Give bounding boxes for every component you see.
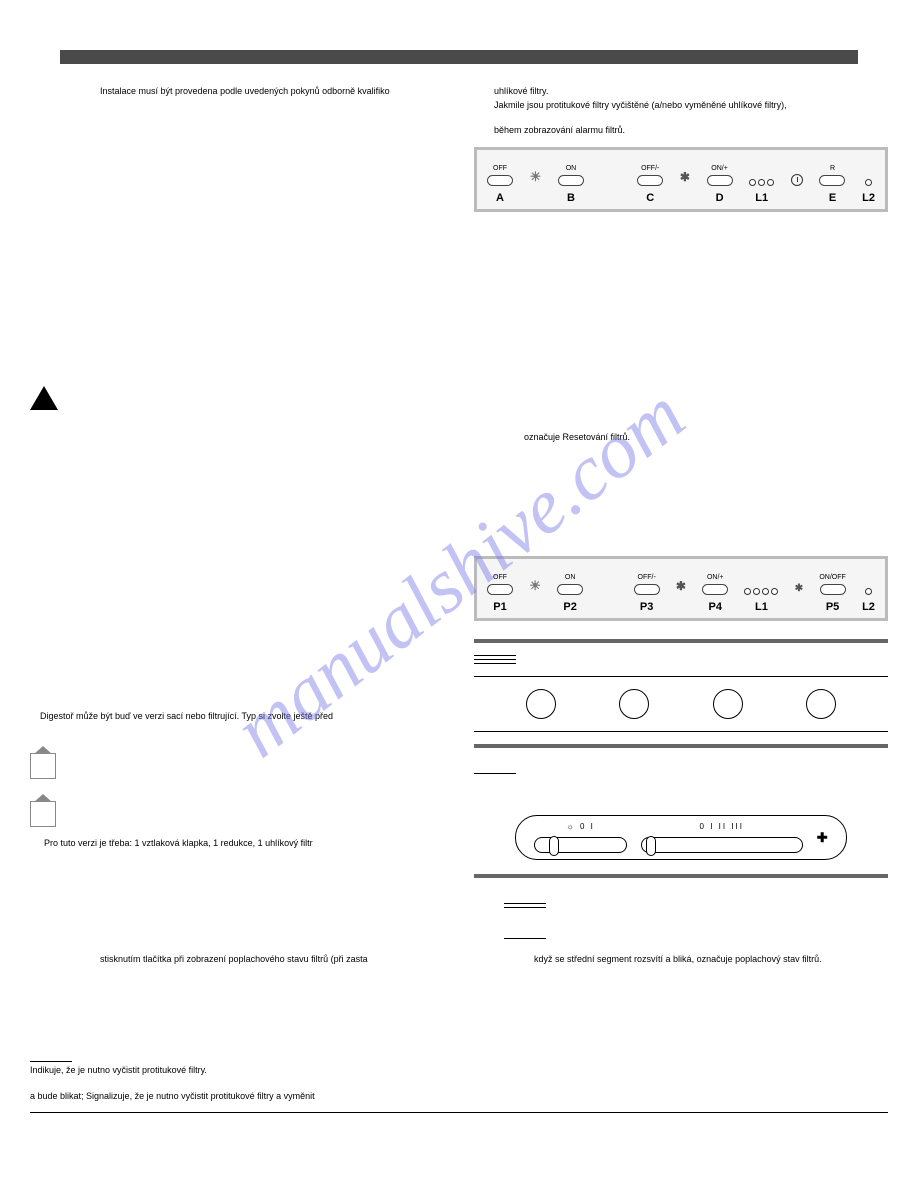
fan-icon: ✱ — [680, 170, 690, 186]
slider-right-label: 0 I II III — [641, 822, 803, 832]
text-needs: Pro tuto verzi je třeba: 1 vztlaková kla… — [30, 838, 444, 850]
button-a[interactable] — [487, 175, 513, 186]
panel1-l2: L2 — [862, 168, 875, 205]
led-l1 — [744, 588, 778, 595]
slider-left-label: ☼ 0 I — [534, 822, 626, 832]
intensive-icon: ✱ — [795, 582, 803, 595]
timer-icon — [791, 174, 803, 186]
control-panel-1: OFF A ☀ ON B — [474, 147, 888, 212]
house-icon-2 — [30, 801, 56, 827]
header-bar — [60, 50, 858, 64]
panel1-r: R E — [819, 164, 845, 205]
boost-icon: ✚ — [817, 831, 828, 844]
light-slider[interactable] — [534, 837, 626, 853]
button-p3[interactable] — [634, 584, 660, 595]
knob-panel — [474, 676, 888, 732]
panel2-light: ☀ — [529, 567, 541, 614]
button-p5[interactable] — [820, 584, 846, 595]
led-l1 — [749, 179, 774, 186]
button-d[interactable] — [707, 175, 733, 186]
fan-icon: ✱ — [676, 579, 686, 595]
panel2-p1: OFF P1 — [487, 573, 513, 614]
text-during: během zobrazování alarmu filtrů. — [474, 125, 888, 137]
divider — [504, 907, 546, 908]
speed-slider[interactable] — [641, 837, 803, 853]
panel2-p2: ON P2 — [557, 573, 583, 614]
text-cleaned: Jakmile jsou protitukové filtry vyčištěn… — [474, 100, 888, 112]
button-b[interactable] — [558, 175, 584, 186]
slider-panel: ☼ 0 I 0 I II III ✚ — [515, 815, 846, 859]
text-press: stisknutím tlačítka při zobrazení poplac… — [30, 954, 444, 966]
button-c[interactable] — [637, 175, 663, 186]
panel1-fan-icon: ✱ — [680, 159, 690, 205]
knob-3[interactable] — [713, 689, 743, 719]
panel2-fan: ✱ — [676, 568, 686, 614]
panel1-l1: L1 — [749, 168, 774, 205]
knob-2[interactable] — [619, 689, 649, 719]
light-icon: ☀ — [529, 578, 541, 595]
panel2-p3: OFF/- P3 — [634, 573, 660, 614]
text-blink: a bude blikat; Signalizuje, že je nutno … — [30, 1091, 444, 1103]
control-panel-2: OFF P1 ☀ ON P2 — [474, 556, 888, 621]
left-column: Instalace musí být provedena podle uvede… — [30, 84, 444, 1104]
slider-thumb[interactable] — [549, 836, 559, 856]
text-segment: když se střední segment rozsvítí a bliká… — [474, 954, 888, 966]
panel1-clock — [791, 163, 803, 205]
button-p4[interactable] — [702, 584, 728, 595]
knob-4[interactable] — [806, 689, 836, 719]
warning-icon — [30, 386, 58, 410]
panel1-onplus: ON/+ D — [707, 164, 733, 205]
panel2-l2: L2 — [862, 577, 875, 614]
knob-1[interactable] — [526, 689, 556, 719]
text-version: Digestoř může být buď ve verzi sací nebo… — [30, 711, 444, 723]
text-reset: označuje Resetování filtrů. — [474, 432, 888, 444]
divider — [30, 1061, 72, 1062]
button-e[interactable] — [819, 175, 845, 186]
right-column: uhlíkové filtry. Jakmile jsou protitukov… — [474, 84, 888, 1104]
panel2-fan2: ✱ — [795, 571, 803, 614]
panel2-p4: ON/+ P4 — [702, 573, 728, 614]
panel1-on: ON B — [558, 164, 584, 205]
slider-thumb[interactable] — [646, 836, 656, 856]
text-carbon: uhlíkové filtry. — [474, 86, 888, 98]
divider-thick-2 — [474, 744, 888, 748]
divider-thick-3 — [474, 874, 888, 878]
text-install: Instalace musí být provedena podle uvede… — [30, 86, 444, 98]
panel2-l1: L1 — [744, 577, 778, 614]
panel2-p5: ON/OFF P5 — [819, 573, 845, 614]
led-l2 — [865, 588, 872, 595]
light-icon: ☀ — [530, 169, 542, 186]
button-p2[interactable] — [557, 584, 583, 595]
divider-thick — [474, 639, 888, 643]
button-p1[interactable] — [487, 584, 513, 595]
divider — [504, 903, 546, 904]
bottom-line — [30, 1112, 888, 1113]
divider — [474, 773, 516, 774]
text-indicate: Indikuje, že je nutno vyčistit protituko… — [30, 1065, 444, 1077]
led-l2 — [865, 179, 872, 186]
house-icon-1 — [30, 753, 56, 779]
text-lines — [474, 655, 888, 664]
panel1-off: OFF A — [487, 164, 513, 205]
panel1-offminus: OFF/- C — [637, 164, 663, 205]
panel1-light-icon: ☀ — [530, 158, 542, 205]
divider — [504, 938, 546, 939]
